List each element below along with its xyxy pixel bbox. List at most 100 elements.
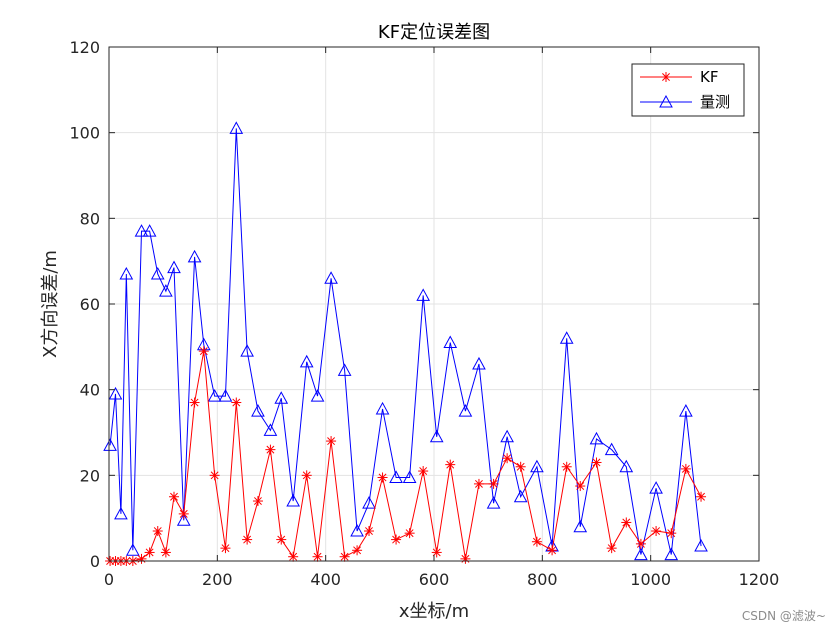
data-point-kf	[169, 491, 179, 502]
data-point-measurement	[429, 429, 444, 443]
data-point-measurement	[167, 260, 181, 274]
data-point-measurement	[337, 363, 352, 376]
y-tick-label: 100	[69, 124, 100, 143]
data-point-kf	[404, 528, 415, 539]
data-point-measurement	[119, 266, 134, 280]
data-point-kf	[391, 534, 402, 545]
data-point-measurement	[251, 404, 265, 417]
data-point-measurement	[375, 401, 390, 415]
data-point-kf	[198, 346, 209, 357]
data-point-measurement	[240, 344, 254, 357]
chart-title: KF定位误差图	[378, 22, 490, 43]
data-point-kf	[265, 444, 276, 455]
series-layer	[103, 121, 708, 566]
data-point-measurement	[125, 543, 140, 556]
ticks: 0 200 400 600 800 1000 1200 0 20 40 60 80 100 120	[69, 38, 779, 589]
data-point-kf	[231, 397, 242, 408]
data-point-measurement	[142, 224, 157, 237]
data-point-measurement	[263, 423, 278, 436]
x-tick-label: 1000	[630, 570, 671, 589]
data-point-measurement	[389, 470, 403, 483]
data-point-kf	[136, 553, 147, 564]
x-tick-label: 1200	[739, 570, 780, 589]
legend-marker-kf	[661, 72, 671, 82]
data-point-kf	[339, 551, 350, 562]
data-point-measurement	[310, 389, 325, 402]
x-tick-label: 600	[419, 570, 450, 589]
legend: KF 量测	[631, 63, 745, 117]
data-point-kf	[220, 543, 231, 554]
data-point-kf	[178, 508, 189, 519]
data-point-measurement	[218, 389, 233, 402]
data-point-kf	[696, 491, 707, 502]
x-tick-label: 400	[310, 570, 341, 589]
data-point-kf	[488, 478, 499, 489]
data-point-measurement	[619, 459, 634, 473]
y-tick-label: 20	[80, 466, 100, 485]
data-point-kf	[635, 538, 646, 549]
data-point-measurement	[458, 404, 473, 417]
data-point-measurement	[472, 356, 486, 370]
data-point-measurement	[134, 224, 149, 237]
data-point-measurement	[103, 438, 117, 451]
data-point-kf	[301, 470, 312, 481]
legend-marker-measurement	[659, 94, 673, 108]
data-point-kf	[473, 478, 484, 489]
data-point-kf	[531, 536, 542, 547]
data-point-measurement	[159, 284, 173, 297]
y-tick-label: 80	[80, 209, 100, 228]
data-point-kf	[591, 457, 602, 468]
watermark: CSDN @滤波~	[741, 609, 826, 623]
data-point-measurement	[187, 249, 202, 263]
data-point-measurement	[530, 459, 544, 473]
data-point-kf	[326, 436, 337, 447]
data-point-kf	[252, 496, 263, 507]
data-point-kf	[547, 545, 558, 556]
data-point-kf	[460, 553, 471, 564]
x-tick-label: 200	[202, 570, 233, 589]
data-point-measurement	[207, 389, 222, 402]
data-point-kf	[312, 551, 323, 562]
data-point-kf	[431, 547, 442, 558]
legend-label-kf: KF	[700, 68, 718, 86]
data-point-measurement	[176, 513, 191, 526]
data-point-measurement	[589, 431, 604, 445]
data-point-kf	[666, 528, 677, 539]
data-point-measurement	[229, 121, 244, 134]
data-point-kf	[242, 534, 253, 545]
data-point-kf	[276, 534, 287, 545]
data-point-kf	[209, 470, 220, 481]
data-point-measurement	[679, 404, 693, 417]
data-point-kf	[352, 545, 363, 556]
x-tick-label: 0	[104, 570, 114, 589]
data-point-measurement	[513, 489, 528, 503]
x-axis-label: x坐标/m	[399, 601, 469, 622]
data-point-kf	[144, 547, 155, 558]
data-point-measurement	[108, 386, 123, 400]
data-point-kf	[445, 459, 456, 470]
data-point-measurement	[299, 354, 314, 368]
data-point-kf	[364, 526, 374, 537]
y-tick-label: 60	[80, 295, 100, 314]
data-point-measurement	[604, 442, 619, 456]
data-point-measurement	[649, 481, 663, 494]
y-tick-label: 120	[69, 38, 100, 57]
data-point-kf	[418, 466, 429, 477]
data-point-kf	[152, 526, 163, 537]
y-tick-label: 40	[80, 381, 100, 400]
data-point-measurement	[634, 547, 648, 561]
data-point-kf	[288, 551, 299, 562]
data-point-kf	[189, 397, 200, 408]
y-tick-label: 0	[90, 552, 100, 571]
data-point-measurement	[286, 493, 301, 507]
legend-label-measurement: 量测	[700, 93, 730, 111]
series-line-0	[110, 351, 702, 562]
data-point-measurement	[274, 391, 289, 404]
legend-box	[631, 63, 745, 117]
x-tick-label: 800	[527, 570, 558, 589]
data-point-kf	[621, 517, 632, 528]
legend-triangle	[659, 94, 673, 108]
data-point-kf	[575, 481, 586, 492]
data-point-measurement	[443, 335, 458, 349]
